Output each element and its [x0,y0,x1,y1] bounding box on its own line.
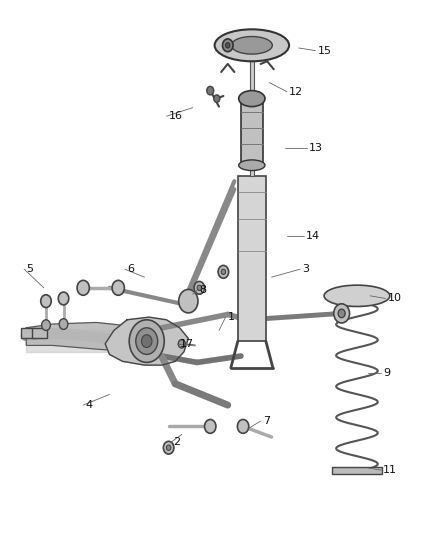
Text: 7: 7 [263,416,270,426]
Ellipse shape [239,160,265,171]
Circle shape [205,419,216,433]
Ellipse shape [324,285,390,306]
Circle shape [179,289,198,313]
Bar [250,40,254,176]
Circle shape [221,269,226,274]
Circle shape [338,309,345,318]
Circle shape [163,441,174,454]
Circle shape [226,43,230,48]
Bar [241,99,263,165]
Text: 15: 15 [318,46,332,55]
Text: 3: 3 [302,264,309,274]
Text: 6: 6 [127,264,134,274]
Text: 5: 5 [26,264,33,274]
Bar [238,176,266,341]
Text: 11: 11 [383,465,397,475]
Circle shape [141,335,152,348]
Circle shape [178,340,185,348]
Ellipse shape [215,29,289,61]
Circle shape [218,265,229,278]
Circle shape [166,445,171,450]
Text: 10: 10 [388,294,402,303]
Bar [32,328,47,338]
Circle shape [41,295,51,308]
Text: 16: 16 [169,111,183,121]
Text: 17: 17 [180,339,194,349]
Circle shape [237,419,249,433]
Circle shape [77,280,89,295]
Text: 13: 13 [309,143,323,153]
Polygon shape [105,317,188,365]
Text: 14: 14 [306,231,320,240]
Circle shape [334,304,350,323]
Circle shape [194,281,205,294]
Circle shape [112,280,124,295]
Text: 1: 1 [228,312,235,322]
Text: 8: 8 [199,286,206,295]
Bar [21,328,36,338]
Circle shape [42,320,50,330]
Bar [332,467,382,474]
Circle shape [214,95,220,102]
Circle shape [136,328,158,354]
Ellipse shape [239,91,265,107]
Circle shape [197,285,201,290]
Polygon shape [26,322,162,354]
Text: 9: 9 [383,368,390,378]
Circle shape [58,292,69,305]
Circle shape [129,320,164,362]
Text: 12: 12 [289,87,303,96]
Circle shape [59,319,68,329]
Circle shape [223,39,233,52]
Ellipse shape [231,36,272,54]
Text: 2: 2 [173,438,180,447]
Circle shape [207,86,214,95]
Text: 4: 4 [85,400,92,410]
